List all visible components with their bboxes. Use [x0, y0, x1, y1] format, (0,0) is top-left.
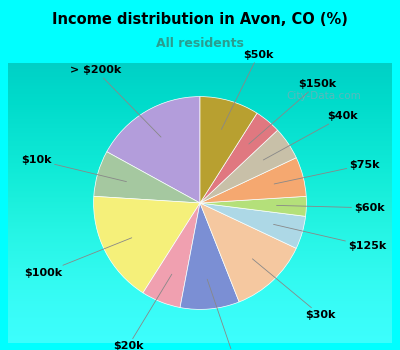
Text: City-Data.com: City-Data.com — [286, 91, 361, 101]
Text: $30k: $30k — [252, 259, 336, 321]
Wedge shape — [200, 203, 306, 248]
Text: $125k: $125k — [274, 224, 386, 251]
Text: $60k: $60k — [276, 203, 385, 213]
Wedge shape — [200, 130, 296, 203]
Wedge shape — [200, 113, 278, 203]
Wedge shape — [200, 158, 306, 203]
Text: > $200k: > $200k — [70, 65, 161, 137]
Text: $75k: $75k — [274, 160, 380, 184]
Text: $40k: $40k — [263, 111, 358, 160]
Wedge shape — [200, 203, 296, 302]
Wedge shape — [107, 97, 200, 203]
Wedge shape — [94, 196, 200, 293]
Text: $100k: $100k — [24, 238, 132, 278]
Text: $200k: $200k — [207, 279, 253, 350]
Wedge shape — [200, 97, 257, 203]
Text: $10k: $10k — [21, 155, 126, 182]
Text: $50k: $50k — [221, 50, 274, 130]
Wedge shape — [94, 152, 200, 203]
Wedge shape — [200, 196, 306, 216]
Text: Income distribution in Avon, CO (%): Income distribution in Avon, CO (%) — [52, 12, 348, 27]
Text: $150k: $150k — [249, 79, 336, 144]
Wedge shape — [143, 203, 200, 308]
Wedge shape — [180, 203, 239, 309]
Text: All residents: All residents — [156, 37, 244, 50]
Text: $20k: $20k — [113, 274, 172, 350]
